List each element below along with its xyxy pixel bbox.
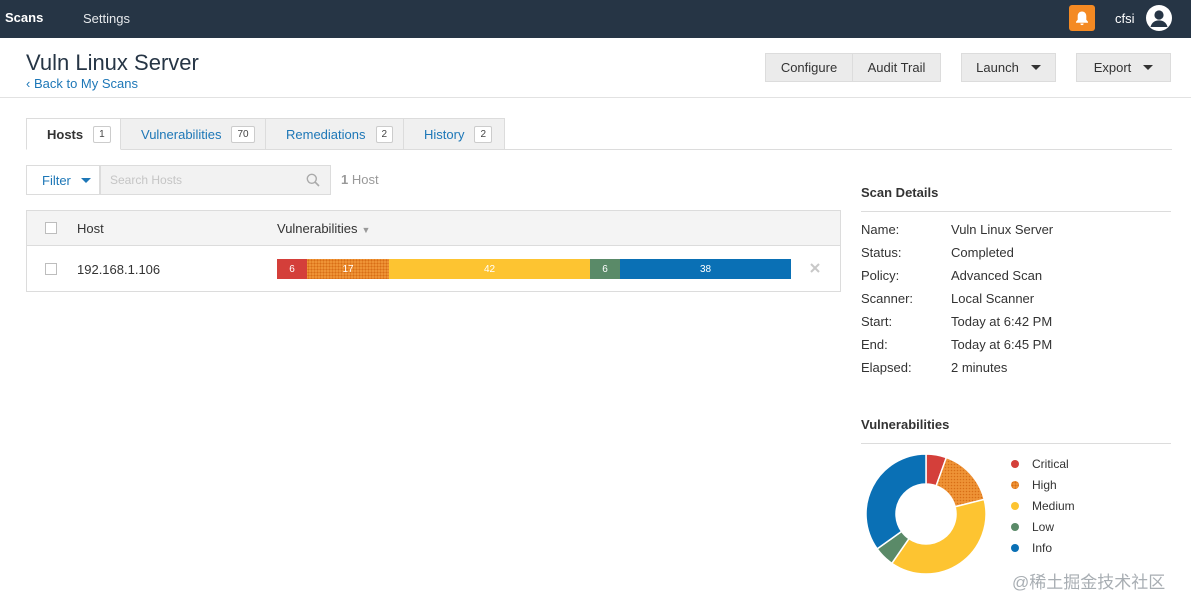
detail-scanner-label: Scanner: [861,291,914,306]
column-vulnerabilities[interactable]: Vulnerabilities ▼ [277,221,370,236]
export-label: Export [1093,60,1132,75]
search-hosts-input[interactable] [101,166,291,194]
legend-dot-info [1011,544,1019,552]
audit-trail-label: Audit Trail [867,60,926,75]
top-navbar: Scans Settings cfsi [0,0,1191,38]
nav-settings-link[interactable]: Settings [83,11,130,26]
search-hosts-box [100,165,331,195]
legend-label-critical: Critical [1032,457,1069,471]
tab-remediations-count: 2 [375,125,394,143]
sort-down-icon: ▼ [361,225,371,235]
detail-end-label: End: [861,337,888,352]
host-count: 1 Host [341,172,379,187]
launch-button[interactable]: Launch [961,53,1056,82]
header-divider [0,97,1191,98]
detail-name-value: Vuln Linux Server [951,222,1054,237]
tab-hosts-label: Hosts [47,126,84,142]
legend-item-critical: Critical [1011,457,1069,471]
detail-status-value: Completed [951,245,1014,260]
legend-label-info: Info [1032,541,1053,555]
nav-scans-link[interactable]: Scans [5,10,44,25]
legend-label-medium: Medium [1032,499,1075,513]
vulnerabilities-donut-chart[interactable] [866,454,986,574]
close-icon[interactable] [809,262,821,274]
tab-remediations-label: Remediations [286,126,366,142]
page-title: Vuln Linux Server [26,50,199,75]
bell-icon [1076,11,1088,26]
user-name[interactable]: cfsi [1115,11,1135,26]
filter-label: Filter [42,172,71,188]
table-header: Host Vulnerabilities ▼ [27,211,840,246]
detail-end-value: Today at 6:45 PM [951,337,1053,352]
configure-button[interactable]: Configure [765,53,853,82]
legend-label-low: Low [1032,520,1055,534]
tab-vulnerabilities-count: 70 [231,125,255,143]
vulnerabilities-divider [861,443,1171,444]
tab-hosts-count: 1 [93,125,111,143]
vulnerability-severity-bar[interactable]: 6 17 42 6 38 [277,259,791,279]
hosts-table: Host Vulnerabilities ▼ 192.168.1.106 6 17… [26,210,841,292]
tab-hosts[interactable]: Hosts 1 [26,118,121,150]
legend-item-info: Info [1011,541,1052,555]
bar-segment-high: 17 [307,259,389,279]
column-vulnerabilities-label: Vulnerabilities [277,221,358,236]
tab-history-count: 2 [474,125,493,143]
legend-item-medium: Medium [1011,499,1075,513]
back-to-my-scans-link[interactable]: ‹ Back to My Scans [26,76,138,91]
host-count-number: 1 [341,172,349,187]
host-count-suffix: Host [348,172,379,187]
donut-slice-medium[interactable] [890,498,986,574]
detail-name-label: Name: [861,222,900,237]
user-icon [1150,10,1168,27]
scan-details-divider [861,211,1171,212]
avatar[interactable] [1146,5,1172,31]
detail-scanner-value: Local Scanner [951,291,1035,306]
legend-item-high: High [1011,478,1057,492]
detail-policy-value: Advanced Scan [951,268,1043,283]
bar-segment-critical: 6 [277,259,307,279]
filter-button[interactable]: Filter [26,165,100,195]
detail-elapsed-label: Elapsed: [861,360,912,375]
export-button[interactable]: Export [1076,53,1171,82]
launch-label: Launch [976,60,1019,75]
column-host[interactable]: Host [77,221,104,236]
row-host-ip[interactable]: 192.168.1.106 [77,262,161,277]
watermark-text: @稀土掘金技术社区 [1012,573,1166,592]
select-all-checkbox[interactable] [45,222,57,234]
detail-policy-label: Policy: [861,268,900,283]
legend-dot-critical [1011,460,1019,468]
notifications-button[interactable] [1069,5,1095,31]
chevron-down-icon [1030,65,1041,70]
detail-status-label: Status: [861,245,902,260]
detail-elapsed-value: 2 minutes [951,360,1008,375]
tabs-divider [26,149,1172,150]
bar-segment-medium: 42 [389,259,590,279]
legend-item-low: Low [1011,520,1054,534]
detail-start-label: Start: [861,314,893,329]
scan-details-title: Scan Details [861,185,939,200]
configure-label: Configure [780,60,838,75]
detail-start-value: Today at 6:42 PM [951,314,1053,329]
audit-trail-button[interactable]: Audit Trail [852,53,941,82]
legend-dot-low [1011,523,1019,531]
row-checkbox[interactable] [45,263,57,275]
donut-slice-high[interactable] [935,456,986,508]
legend-dot-medium [1011,502,1019,510]
chevron-down-icon [80,177,91,183]
tab-vulnerabilities-label: Vulnerabilities [141,126,222,142]
bar-segment-low: 6 [590,259,620,279]
chevron-down-icon [1143,65,1154,70]
vulnerabilities-chart-title: Vulnerabilities [861,417,950,432]
search-icon[interactable] [306,173,320,187]
tab-remediations[interactable]: Remediations 2 [265,118,404,150]
bar-segment-info: 38 [620,259,791,279]
donut-slice-info[interactable] [866,454,927,550]
legend-label-high: High [1032,478,1057,492]
legend-dot-high [1011,481,1019,489]
tab-vulnerabilities[interactable]: Vulnerabilities 70 [120,118,266,150]
tab-history[interactable]: History 2 [403,118,505,150]
tab-history-label: History [424,126,465,142]
